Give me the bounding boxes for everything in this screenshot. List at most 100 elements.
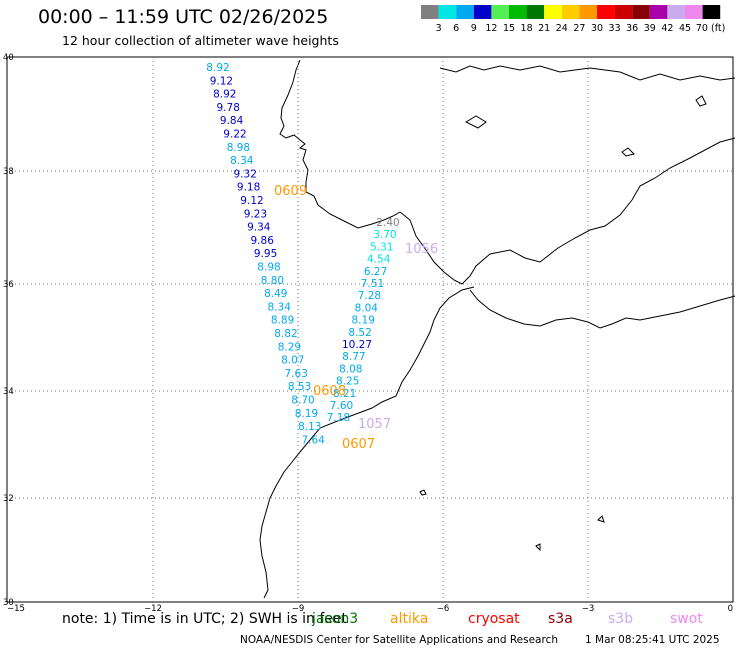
pass-time-label: 0609 [274,184,307,199]
scale-swatch [614,5,633,19]
swh-reading-west: 7.64 [302,434,326,446]
longitude-label: 0 [728,604,733,614]
swh-reading-west: 8.70 [291,395,314,407]
swh-reading-east: 5.31 [370,241,393,253]
swh-reading-west: 7.63 [285,368,308,380]
latitude-label: 30 [3,598,14,608]
footer-note: note: 1) Time is in UTC; 2) SWH is in fe… [62,611,348,627]
satellite-swot: swot [670,611,703,627]
altimeter-tracks: 8.929.128.929.789.849.228.988.349.329.18… [206,62,438,452]
swh-reading-east: 8.25 [336,376,359,388]
swh-reading-east: 3.70 [373,229,396,241]
swh-reading-east: 8.04 [355,302,379,314]
scale-swatch [491,5,509,19]
swh-reading-east: 7.18 [327,412,350,424]
swh-reading-east: 8.77 [342,351,365,363]
swh-reading-west: 8.07 [281,355,304,367]
scale-tick-label: 12 [485,23,497,34]
swh-reading-west: 8.13 [298,421,321,433]
coastline-portugal [279,59,401,229]
swh-reading-east: 7.28 [358,290,381,302]
latitude-label: 32 [3,494,14,504]
swh-reading-west: 9.23 [244,208,267,220]
longitude-label: −15 [7,604,25,614]
island-4 [419,489,427,496]
island-2 [621,147,635,157]
scale-swatch [473,5,492,19]
scale-tick-label: 24 [556,23,568,34]
scale-tick-label: 30 [591,23,603,34]
satellite-cryosat: cryosat [468,611,520,627]
swh-reading-west: 8.89 [271,315,294,327]
scale-tick-label: 9 [471,23,477,34]
scale-tick-label: 15 [503,23,515,34]
swh-reading-east: 10.27 [342,339,372,351]
swh-reading-west: 9.12 [210,75,233,87]
scale-swatch [438,5,457,19]
scale-tick-label: 70 (ft) [696,23,725,34]
latitude-label: 36 [3,280,14,290]
satellite-s3b: s3b [608,611,634,627]
scale-swatch [561,5,580,19]
longitude-label: −3 [582,604,595,614]
swh-reading-west: 8.92 [206,62,229,74]
coastline-spain-south [399,137,736,285]
scale-tick-label: 3 [436,23,442,34]
scale-swatch [597,5,615,19]
map-title: 00:00 – 11:59 UTC 02/26/2025 [38,6,329,28]
island-3 [695,95,707,107]
swh-reading-west: 8.98 [257,262,280,274]
swh-reading-west: 8.53 [288,381,311,393]
pass-time-label: 1056 [405,242,438,257]
coastline-morocco-atlantic [259,286,475,599]
map-frame [6,56,734,603]
scale-tick-label: 21 [538,23,550,34]
map-subtitle: 12 hour collection of altimeter wave hei… [62,33,339,48]
latitude-label: 38 [3,167,14,177]
satellite-altika: altika [390,611,429,627]
swh-reading-east: 8.08 [339,363,362,375]
island-5 [597,515,605,523]
coastline-france-south [439,65,736,81]
scale-swatch [702,5,721,19]
scale-swatch [685,5,703,19]
latitude-label: 40 [3,53,14,63]
scale-swatch [421,5,439,19]
swh-reading-west: 9.34 [247,222,271,234]
swh-reading-east: 4.54 [367,254,391,266]
scale-swatch [649,5,668,19]
swh-reading-west: 8.19 [295,408,318,420]
pass-time-label: 0608 [313,384,346,399]
swh-reading-west: 8.29 [278,341,301,353]
swh-reading-west: 8.34 [230,155,254,167]
longitude-label: −6 [437,604,450,614]
pass-time-label: 1057 [358,417,391,432]
scale-swatch [509,5,527,19]
swh-reading-west: 9.32 [234,168,257,180]
pass-time-label: 0607 [342,437,375,452]
satellite-s3a: s3a [548,611,573,627]
swh-reading-west: 9.18 [237,182,260,194]
coastline [259,59,736,599]
swh-reading-west: 8.92 [213,89,236,101]
swh-reading-east: 6.27 [364,266,387,278]
scale-tick-label: 42 [661,23,673,34]
swh-reading-west: 8.80 [261,275,284,287]
coastline-north-africa [469,289,736,329]
swh-reading-west: 8.49 [264,288,287,300]
swh-reading-east: 7.51 [361,278,384,290]
scale-tick-label: 18 [521,23,533,34]
latitude-label: 34 [3,387,14,397]
swh-reading-west: 8.98 [227,142,250,154]
island-6 [535,543,541,552]
scale-tick-label: 45 [679,23,691,34]
swh-reading-west: 8.34 [268,301,292,313]
swh-reading-west: 9.84 [220,115,244,127]
scale-tick-label: 27 [573,23,585,34]
generated-timestamp: 1 Mar 08:25:41 UTC 2025 [585,634,720,646]
wave-height-color-scale: 3 6 9 12 15 18 21 24 27 30 33 36 39 42 45 70 (ft) [421,5,725,34]
swh-reading-west: 8.82 [274,328,297,340]
island-1 [464,115,487,129]
